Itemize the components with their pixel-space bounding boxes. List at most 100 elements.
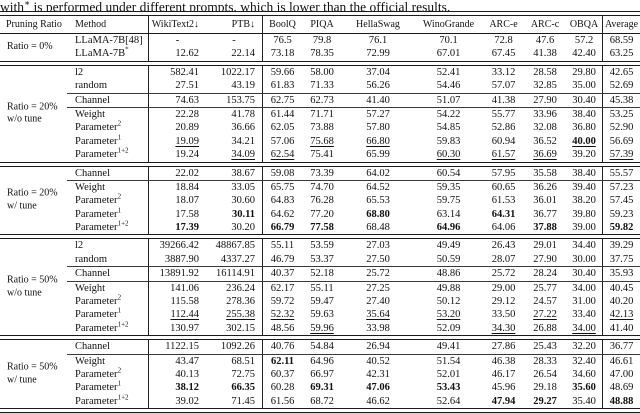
table-cell: 59.83 [436,135,461,147]
table-cell: 25.72 [366,268,390,280]
table-row: Parameter1+2 17.39 30.20 66.79 77.58 68.48 64.… [0,219,640,235]
table-row: Parameter2 18.07 30.60 64.83 76.28 65.53 59.75… [0,192,640,208]
table-cell: 13891.92 [148,267,206,281]
method-superscript: 2 [117,366,122,375]
method-superscript: 2 [117,293,122,302]
table-cell: 278.36 [226,296,255,308]
table-cell: 61.44 [262,107,302,122]
column-header: WikiText2↓ [148,16,206,33]
table-cell: 36.66 [231,122,255,134]
ratio-spacer-cell [0,79,67,92]
table-cell: 302.15 [226,322,255,334]
method-superscript: 2 [117,192,122,201]
ratio-label-line1: Ratio = 20% [7,187,58,199]
table-cell: 50.59 [436,253,461,265]
table-cell: 28.07 [491,253,516,265]
column-header: BoolQ [262,16,302,33]
ratio-group: Ratio = 50% w/o tune l2 39266.42 48867.85 55.… [0,239,640,336]
method-superscript: 1 [117,379,122,388]
table-cell: 52.32 [262,308,302,322]
table-row: Weight 43.47 68.51 62.11 64.96 40.52 51.54 46.3… [0,354,640,368]
table-cell: 39.20 [572,149,596,161]
table-cell: 57.45 [602,194,640,208]
table-cell: 37.75 [602,252,640,267]
table-cell: 59.96 [310,322,334,334]
table-cell: 73.39 [310,167,334,179]
table-cell: 34.00 [572,322,596,334]
table-cell: 28.24 [533,268,557,280]
table-cell: 40.00 [572,135,596,147]
table-body: Ratio = 0% LLaMA-7B[48] - -76.5 79.8 76.1 70.1… [0,34,640,413]
ratio-group-label: Ratio = 20% w/o tune [7,101,58,126]
table-cell: 49.49 [436,240,461,252]
table-cell: 29.27 [533,395,557,407]
ratio-spacer-cell [0,135,67,148]
table-cell: 38.40 [572,108,596,120]
table-cell: 27.51 [148,79,206,93]
table-cell: 61.57 [491,149,516,161]
table-cell: 76.1 [368,35,388,46]
table-cell: 75.41 [310,149,334,161]
table-cell: 33.50 [491,309,516,321]
table-cell: - [148,34,206,48]
method-superscript: 1+2 [117,146,129,155]
table-cell: 59.08 [262,166,302,180]
method-label: Parameter1+2 [75,320,129,334]
table-cell: 39266.42 [148,239,206,253]
group-divider [0,161,640,167]
table-cell: 53.59 [310,240,334,252]
table-header-row: Pruning Ratio Method WikiText2↓ PTB↓ BoolQ PI… [0,16,640,33]
table-cell: 60.30 [436,149,461,161]
method-superscript: 1+2 [117,219,129,228]
table-cell: 33.98 [366,322,390,334]
ratio-group-label: Ratio = 50% w/o tune [7,275,58,300]
table-cell: 57.80 [366,122,390,134]
table-cell: 27.40 [366,296,390,308]
table-cell: 236.24 [226,282,255,294]
table-cell: 65.99 [366,149,390,161]
table-cell: 63.25 [602,47,640,61]
table-cell: 26.94 [366,341,390,353]
table-cell: 52.18 [310,268,334,280]
table-cell: 55.11 [310,282,334,294]
table-row: Parameter2 115.58 278.36 59.72 59.47 27.40 50.… [0,293,640,309]
table-cell: 64.96 [310,355,334,367]
table-cell: 25.72 [491,268,516,280]
table-cell: 45.38 [602,93,640,107]
table-cell: 53.20 [436,309,461,321]
table-cell: 61.83 [262,79,302,93]
ratio-spacer-cell [0,322,67,335]
method-superscript: 2 [117,119,122,128]
method-label: Parameter1 [75,379,122,394]
table-cell: 71.33 [310,80,334,92]
table-cell: 59.23 [602,207,640,222]
ratio-spacer-cell [0,148,67,161]
table-cell: 73.88 [310,122,334,134]
table-cell: 56.69 [602,134,640,149]
table-cell: 60.28 [262,381,302,395]
caption-post: is performed under different prompts, wh… [30,0,451,11]
table-cell: 62.05 [262,121,302,135]
table-cell: 68.80 [366,208,390,220]
table-cell: 32.08 [533,122,557,134]
table-cell: 50.12 [436,296,461,308]
caption-text: with∗ is performed under different promp… [0,0,640,11]
table-cell: 40.76 [262,340,302,354]
table-cell: 153.75 [226,94,255,106]
method-label: l2 [75,66,84,78]
ratio-group: Ratio = 50% w/ tune Channel 1122.15 1092.26 4… [0,340,640,409]
ratio-spacer-cell [0,308,67,321]
table-cell: 25.77 [533,282,557,294]
table-cell: 48.86 [436,268,461,280]
table-cell: 39.00 [572,222,596,234]
ratio-spacer-cell [0,395,67,408]
table-cell: 40.45 [602,281,640,296]
table-cell: 56.26 [366,80,390,92]
table-cell: 34.21 [231,135,255,147]
table-row: Channel 13891.92 16114.91 40.37 52.18 25.72 48… [0,267,640,281]
ratio-label-line1: Ratio = 0% [7,41,53,53]
table-cell: 27.86 [491,341,516,353]
table-cell: 68.48 [366,222,390,234]
method-label: Parameter1+2 [75,393,129,407]
table-row: Weight 18.84 33.05 65.75 74.70 64.52 59.35 60.6… [0,180,640,195]
